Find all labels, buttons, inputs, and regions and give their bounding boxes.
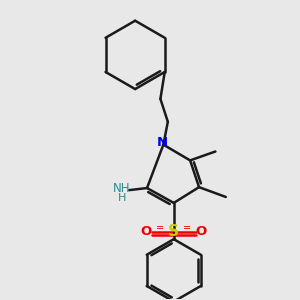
Text: =: =	[156, 223, 164, 233]
Text: H: H	[118, 193, 127, 202]
Text: N: N	[156, 136, 167, 149]
Text: =: =	[183, 223, 191, 233]
Text: NH: NH	[113, 182, 130, 195]
Text: O: O	[196, 225, 207, 238]
Text: O: O	[141, 225, 152, 238]
Text: S: S	[168, 224, 179, 239]
